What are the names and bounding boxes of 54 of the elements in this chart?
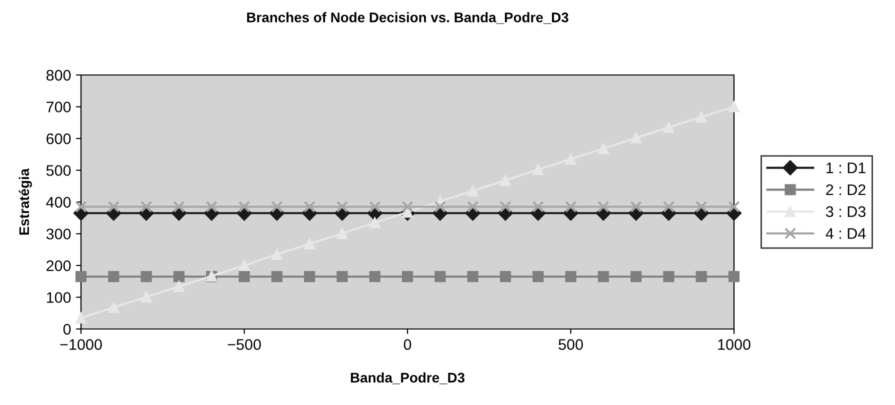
point <box>369 271 380 282</box>
point <box>467 271 478 282</box>
point <box>402 271 414 282</box>
point <box>369 217 380 228</box>
point <box>75 271 87 282</box>
y-tick-label: 100 <box>46 292 71 303</box>
point <box>75 200 87 213</box>
y-tick-label: 800 <box>46 70 71 81</box>
point <box>402 206 414 218</box>
chart-title: Branches of Node Decision vs. Banda_Podre_D3 <box>247 12 568 24</box>
point <box>500 271 512 282</box>
point <box>598 271 609 282</box>
point <box>630 271 642 282</box>
x-tick-label: −1000 <box>60 339 102 350</box>
point <box>140 271 152 282</box>
legend-label: 2 : D2 <box>826 184 866 196</box>
x-tick-label: 1000 <box>718 339 750 350</box>
x-tick-label: −500 <box>228 339 261 350</box>
point <box>434 200 446 213</box>
x-tick-label: 500 <box>558 339 583 350</box>
point <box>304 271 316 282</box>
point <box>304 200 316 213</box>
point <box>173 200 185 213</box>
point <box>238 260 250 272</box>
point <box>565 271 576 282</box>
point <box>75 312 87 324</box>
legend-label: 3 : D3 <box>826 206 866 218</box>
point <box>728 101 740 112</box>
y-tick-label: 700 <box>46 102 71 112</box>
legend-label: 4 : D4 <box>826 228 866 239</box>
point <box>336 271 348 282</box>
x-axis-title: Banda_Podre_D3 <box>350 372 465 384</box>
point <box>532 271 544 282</box>
y-tick-label: 200 <box>46 260 71 272</box>
y-tick-label: 300 <box>46 228 71 240</box>
y-tick-label: 400 <box>46 196 71 208</box>
point <box>728 271 740 282</box>
y-tick-label: 0 <box>63 324 71 335</box>
point <box>368 200 381 213</box>
y-tick-label: 500 <box>46 165 71 176</box>
point <box>728 200 740 213</box>
point <box>402 200 414 213</box>
y-axis-title: Estratégia <box>18 168 32 235</box>
legend-label: 1 : D1 <box>826 162 866 174</box>
point <box>238 271 250 282</box>
point <box>271 271 282 282</box>
point <box>663 271 674 282</box>
point <box>696 271 707 282</box>
x-tick-label: 0 <box>404 339 412 350</box>
y-tick-label: 600 <box>46 133 71 144</box>
point <box>173 280 185 292</box>
point <box>434 271 446 282</box>
point <box>108 271 120 282</box>
point <box>173 271 185 282</box>
